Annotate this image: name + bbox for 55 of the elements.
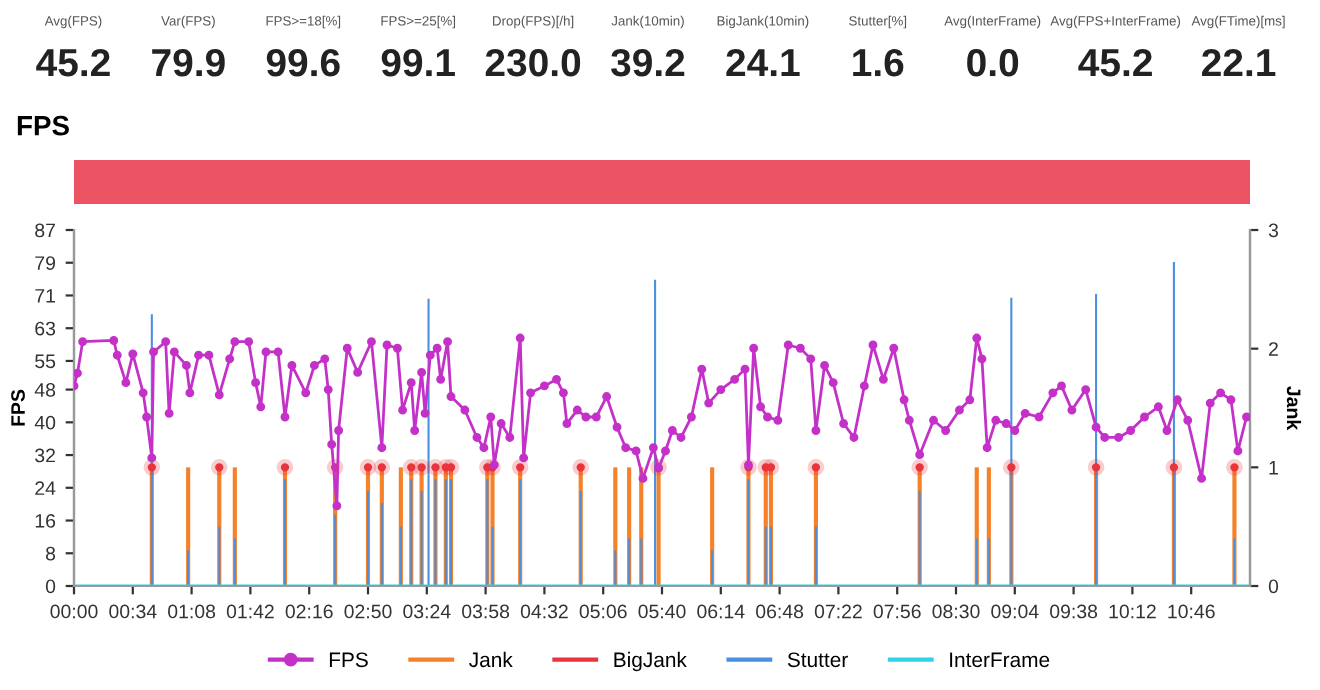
text: 39.2	[611, 48, 685, 77]
x-tick-label: 03:24	[403, 604, 451, 619]
y2-tick-label: 0	[1268, 579, 1279, 594]
x-tick-label: 10:12	[1109, 604, 1156, 619]
x-tick-label: 05:40	[638, 604, 686, 619]
y-tick-label: 40	[34, 415, 56, 430]
x-tick-label: 00:34	[109, 604, 157, 619]
x-tick-label: 05:06	[579, 604, 627, 619]
text: 45.2	[1078, 48, 1152, 77]
x-tick-label: 04:32	[520, 604, 568, 619]
x-tick-label: 02:16	[285, 604, 333, 619]
x-tick-label: 01:08	[168, 604, 216, 619]
x-tick-label: 00:00	[50, 604, 98, 619]
text: 230.0	[485, 48, 581, 77]
y-tick-label: 79	[35, 256, 56, 270]
text: 0.0	[967, 48, 1019, 77]
y-tick-label: 16	[35, 514, 56, 528]
text: 99.6	[266, 48, 340, 77]
x-tick-label: 06:14	[697, 604, 745, 619]
text: 22.1	[1202, 48, 1276, 77]
text: 45.2	[36, 48, 110, 77]
y-tick-label: 71	[35, 289, 55, 303]
x-tick-label: 07:56	[873, 604, 921, 619]
y2-tick-label: 3	[1268, 223, 1279, 238]
legend-label: InterFrame	[950, 652, 1050, 668]
x-tick-label: 09:04	[991, 604, 1039, 619]
x-tick-label: 03:58	[462, 604, 510, 619]
legend-label: Jank	[469, 651, 513, 668]
y-tick-label: 55	[35, 354, 56, 369]
text: 1.6	[853, 48, 904, 77]
chart-title: FPS	[17, 115, 69, 136]
y-tick-label: 63	[35, 321, 56, 336]
y-tick-label: 48	[34, 383, 56, 397]
x-tick-label: 08:30	[932, 604, 980, 619]
x-tick-label: 01:42	[226, 604, 274, 619]
text: 24.1	[726, 48, 800, 77]
y-tick-label: 32	[35, 448, 55, 463]
y2-axis-title: Jank	[1286, 386, 1302, 431]
legend-label: BigJank	[614, 651, 687, 672]
legend-label: Stutter	[787, 652, 848, 668]
x-tick-label: 02:50	[344, 604, 392, 619]
x-tick-label: 09:38	[1050, 604, 1098, 619]
x-tick-label: 07:22	[814, 604, 862, 619]
legend-label: FPS	[329, 652, 368, 668]
text: 79.9	[152, 48, 225, 77]
y2-tick-label: 1	[1269, 461, 1278, 475]
text: 99.1	[381, 48, 455, 77]
x-tick-label: 06:48	[756, 604, 804, 619]
y-tick-label: 24	[35, 481, 56, 495]
y-tick-label: 87	[35, 223, 55, 238]
y2-tick-label: 2	[1269, 342, 1278, 356]
y-tick-label: 0	[45, 579, 56, 594]
y-axis-title: FPS	[11, 389, 25, 426]
y-tick-label: 8	[45, 546, 56, 561]
x-tick-label: 10:46	[1168, 604, 1215, 619]
